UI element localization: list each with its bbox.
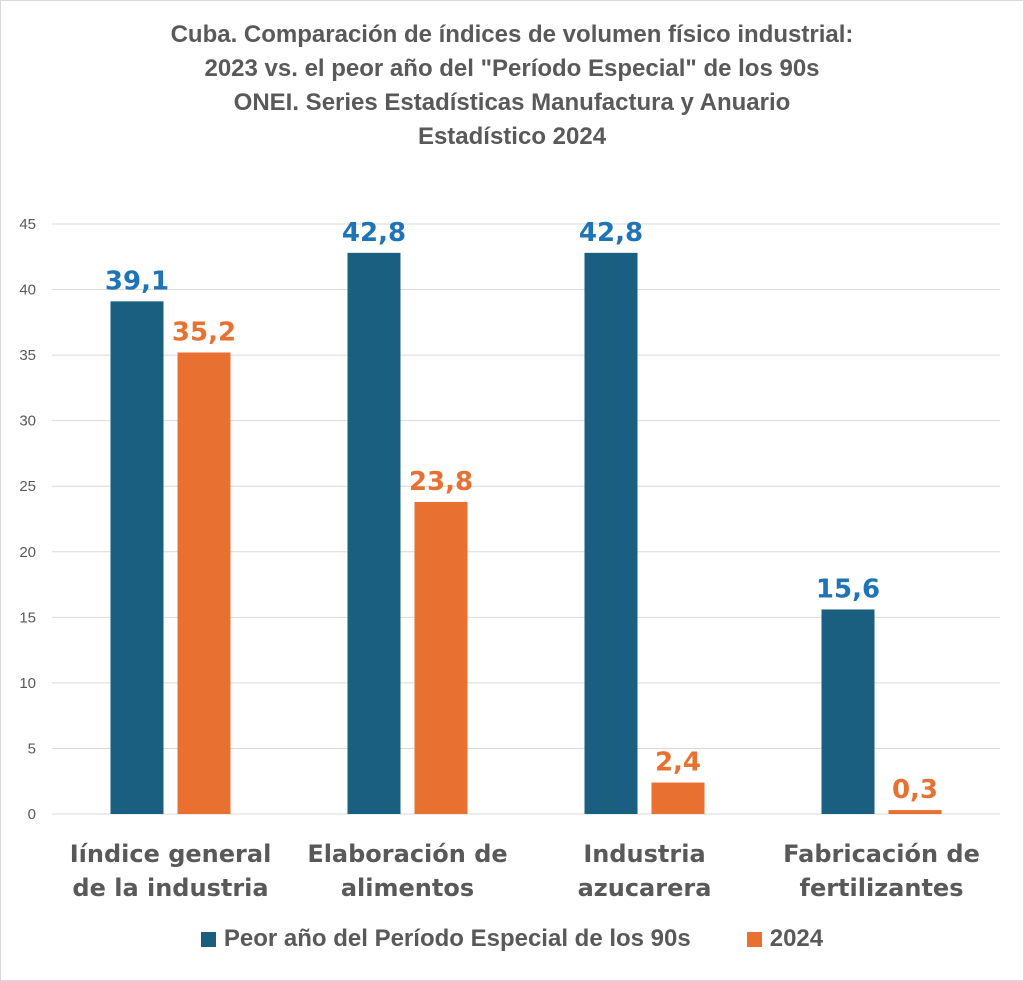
y-tick-label: 45 <box>19 216 36 233</box>
bar[interactable] <box>888 810 942 814</box>
legend-item-series-2[interactable]: 2024 <box>746 925 824 953</box>
data-labels: 39,135,2 42,8 23,8 42,8 2,4 15,6 0,3 <box>105 218 938 805</box>
x-tick-label: de la industria <box>72 874 268 902</box>
y-tick-label: 0 <box>28 806 36 823</box>
bar[interactable] <box>651 782 705 814</box>
data-label: 2,4 <box>655 748 701 778</box>
x-tick-label: alimentos <box>341 874 474 902</box>
y-tick-label: 20 <box>19 544 36 561</box>
legend: Peor año del Período Especial de los 90s… <box>0 925 1024 953</box>
x-tick-label: azucarera <box>578 874 712 902</box>
y-tick-label: 30 <box>19 413 36 430</box>
x-tick-label: Fabricación de <box>783 840 980 868</box>
bar[interactable] <box>110 301 164 814</box>
x-tick-label: Elaboración de <box>307 840 507 868</box>
data-label: 0,3 <box>892 775 938 805</box>
data-label: 42,8 <box>342 218 406 248</box>
data-label: 39,1 <box>105 266 169 296</box>
bar[interactable] <box>821 609 875 814</box>
chart-title-line-2: 2023 vs. el peor año del "Período Especi… <box>204 55 820 82</box>
x-tick-label: Industria <box>583 840 705 868</box>
bar[interactable] <box>347 252 401 814</box>
y-axis-ticks: 0 5 10 15 20 25 30 35 40 45 <box>19 216 36 823</box>
y-tick-label: 25 <box>19 478 36 495</box>
bar[interactable] <box>584 252 638 814</box>
bars <box>110 252 942 814</box>
y-tick-label: 35 <box>19 347 36 364</box>
y-tick-label: 10 <box>19 675 36 692</box>
legend-label-series-2: 2024 <box>769 925 824 952</box>
x-tick-label: fertilizantes <box>800 874 964 902</box>
data-label: 35,2 <box>172 317 236 347</box>
data-label: 15,6 <box>816 574 880 604</box>
legend-swatch-series-2 <box>746 931 762 947</box>
data-label: 23,8 <box>409 467 473 497</box>
bar[interactable] <box>177 352 231 814</box>
y-tick-label: 15 <box>19 609 36 626</box>
chart-title-line-4: Estadístico 2024 <box>417 123 607 150</box>
legend-item-series-1[interactable]: Peor año del Período Especial de los 90s <box>200 925 691 953</box>
chart-title-line-3: ONEI. Series Estadísticas Manufactura y … <box>233 89 791 116</box>
y-tick-label: 40 <box>19 282 36 299</box>
chart-title-line-1: Cuba. Comparación de índices de volumen … <box>170 21 854 48</box>
x-tick-label: Iíndice general <box>70 840 272 868</box>
chart-title: Cuba. Comparación de índices de volumen … <box>0 18 1024 154</box>
x-axis-labels: Iíndice general de la industria Elaboració… <box>70 840 980 902</box>
data-label: 42,8 <box>579 218 643 248</box>
legend-label-series-1: Peor año del Período Especial de los 90s <box>223 925 691 952</box>
legend-swatch-series-1 <box>200 931 216 947</box>
y-tick-label: 5 <box>28 740 36 757</box>
bar[interactable] <box>414 501 468 814</box>
